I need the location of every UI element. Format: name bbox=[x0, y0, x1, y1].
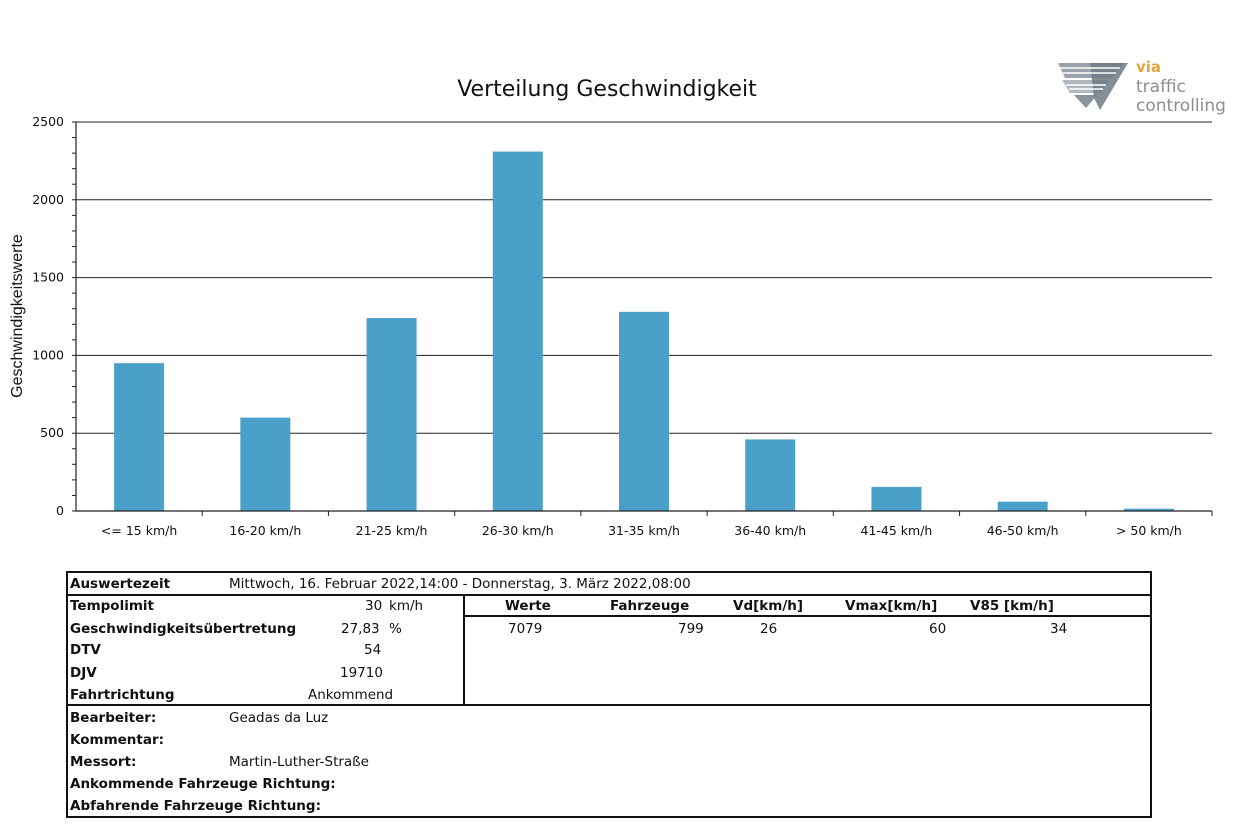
ankommende-label: Ankommende Fahrzeuge Richtung: bbox=[70, 776, 336, 792]
gridlines bbox=[76, 121, 1212, 434]
divider bbox=[463, 615, 1152, 617]
messort-value: Martin-Luther-Straße bbox=[229, 754, 369, 770]
x-tick-label: 21-25 km/h bbox=[356, 523, 428, 538]
tempolimit-label: Tempolimit bbox=[70, 598, 154, 614]
fahrtrichtung-label: Fahrtrichtung bbox=[70, 687, 175, 703]
via-traffic-controlling-logo: via traffic controlling bbox=[1058, 58, 1226, 116]
bar bbox=[745, 439, 796, 511]
auswertezeit-value: Mittwoch, 16. Februar 2022,14:00 - Donne… bbox=[229, 576, 691, 592]
axes: 0 500 1000 1500 2000 2500 <= 15 km/h 16-20 km/h… bbox=[32, 114, 1213, 538]
y-tick-label: 2500 bbox=[32, 114, 64, 129]
x-tick-label: 41-45 km/h bbox=[861, 523, 933, 538]
bar bbox=[366, 318, 417, 511]
tempolimit-value: 30 bbox=[365, 598, 383, 614]
bars bbox=[114, 151, 1174, 511]
y-tick-label: 2000 bbox=[32, 192, 64, 207]
chart-title: Verteilung Geschwindigkeit bbox=[457, 77, 757, 102]
logo-controlling: controlling bbox=[1136, 96, 1226, 116]
stats-header-werte: Werte bbox=[505, 598, 551, 614]
uebertretung-label: Geschwindigkeitsübertretung bbox=[70, 621, 297, 637]
messort-label: Messort: bbox=[70, 754, 137, 770]
fahrtrichtung-value: Ankommend bbox=[308, 687, 394, 703]
stats-value-vd: 26 bbox=[760, 621, 778, 637]
djv-label: DJV bbox=[70, 665, 97, 681]
stats-value-fahrzeuge: 799 bbox=[678, 621, 704, 637]
divider bbox=[66, 704, 1152, 706]
tempolimit-unit: km/h bbox=[389, 598, 424, 614]
divider bbox=[66, 594, 1152, 596]
x-tick-label: 16-20 km/h bbox=[229, 523, 301, 538]
y-tick-label: 0 bbox=[56, 503, 64, 518]
stats-header-fahrzeuge: Fahrzeuge bbox=[610, 598, 690, 614]
x-tick-label: <= 15 km/h bbox=[101, 523, 177, 538]
bar bbox=[240, 417, 291, 511]
bar bbox=[492, 151, 543, 511]
bearbeiter-value: Geadas da Luz bbox=[229, 710, 329, 726]
y-tick-label: 500 bbox=[40, 425, 64, 440]
x-tick-label: 31-35 km/h bbox=[608, 523, 680, 538]
stats-value-vmax: 60 bbox=[929, 621, 947, 637]
uebertretung-value: 27,83 bbox=[341, 621, 380, 637]
stats-header-vd: Vd[km/h] bbox=[733, 598, 804, 614]
stats-value-werte: 7079 bbox=[508, 621, 543, 637]
bar bbox=[871, 486, 922, 511]
logo-mark-icon bbox=[1058, 63, 1128, 110]
dtv-value: 54 bbox=[364, 642, 382, 658]
bar bbox=[619, 311, 669, 511]
bar bbox=[997, 501, 1048, 511]
x-tick-label: 36-40 km/h bbox=[734, 523, 806, 538]
logo-via: via bbox=[1136, 58, 1161, 76]
bearbeiter-label: Bearbeiter: bbox=[70, 710, 157, 726]
x-tick-label: > 50 km/h bbox=[1116, 523, 1182, 538]
stats-header-vmax: Vmax[km/h] bbox=[845, 598, 938, 614]
uebertretung-unit: % bbox=[389, 621, 402, 637]
x-tick-label: 26-30 km/h bbox=[482, 523, 554, 538]
dtv-label: DTV bbox=[70, 642, 101, 658]
info-table bbox=[66, 571, 1152, 818]
bar bbox=[114, 363, 165, 511]
x-tick-label: 46-50 km/h bbox=[987, 523, 1059, 538]
djv-value: 19710 bbox=[340, 665, 383, 681]
stats-value-v85: 34 bbox=[1050, 621, 1068, 637]
kommentar-label: Kommentar: bbox=[70, 732, 165, 748]
abfahrende-label: Abfahrende Fahrzeuge Richtung: bbox=[70, 798, 321, 814]
divider bbox=[463, 594, 465, 706]
bar bbox=[1123, 508, 1174, 511]
y-axis-label: Geschwindigkeitswerte bbox=[9, 234, 26, 398]
stats-header-v85: V85 [km/h] bbox=[970, 598, 1054, 614]
speed-distribution-chart: Verteilung Geschwindigkeit Geschwindigke… bbox=[9, 58, 1226, 538]
auswertezeit-label: Auswertezeit bbox=[70, 576, 171, 592]
y-tick-label: 1500 bbox=[32, 270, 64, 285]
logo-traffic: traffic bbox=[1136, 77, 1186, 97]
y-tick-label: 1000 bbox=[32, 347, 64, 362]
